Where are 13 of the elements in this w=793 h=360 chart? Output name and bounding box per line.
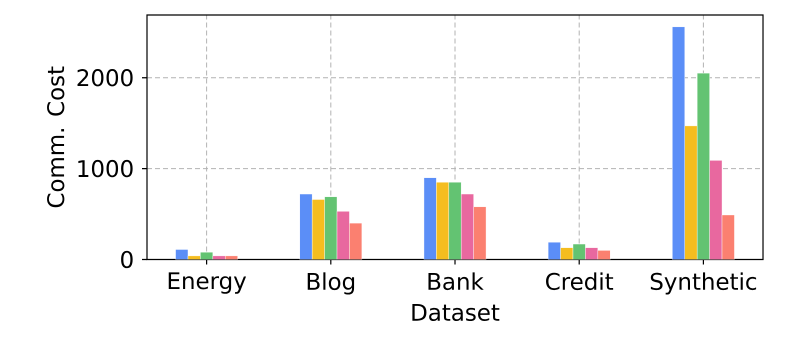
x-axis-title: Dataset bbox=[412, 304, 500, 322]
y-axis-title: Comm. Cost bbox=[47, 66, 64, 208]
bar bbox=[448, 182, 462, 260]
y-tick-label: 1000 bbox=[78, 160, 133, 178]
y-tick-label: 2000 bbox=[78, 69, 133, 86]
x-tick-label: Bank bbox=[428, 272, 484, 290]
bar bbox=[696, 72, 710, 260]
x-tick-label: Credit bbox=[546, 272, 614, 290]
x-tick-label: Synthetic bbox=[650, 272, 756, 295]
x-tick-label: Blog bbox=[308, 272, 354, 295]
y-tick-label: 0 bbox=[121, 250, 133, 268]
x-tick-label: Energy bbox=[168, 272, 246, 294]
bar bbox=[324, 196, 338, 260]
